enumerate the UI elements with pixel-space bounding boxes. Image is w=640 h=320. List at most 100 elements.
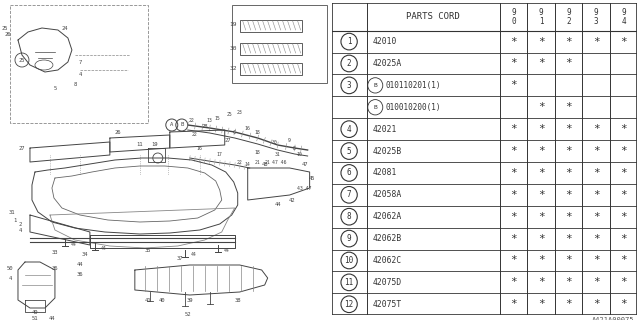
Text: 42075D: 42075D [372, 278, 401, 287]
Text: *: * [538, 59, 545, 68]
Text: *: * [510, 212, 517, 222]
Text: 44: 44 [224, 247, 230, 252]
Text: 21: 21 [255, 159, 260, 164]
Text: *: * [510, 190, 517, 200]
Text: 42062C: 42062C [372, 256, 401, 265]
Text: *: * [620, 190, 627, 200]
Text: *: * [620, 299, 627, 309]
Text: *: * [620, 124, 627, 134]
Text: *: * [620, 234, 627, 244]
Text: 41: 41 [145, 298, 151, 302]
Text: 36: 36 [77, 273, 83, 277]
Text: 23: 23 [237, 110, 243, 116]
Text: 9
1: 9 1 [539, 8, 543, 26]
Text: 52: 52 [184, 313, 191, 317]
Text: *: * [565, 146, 572, 156]
Text: *: * [538, 255, 545, 266]
Text: 39: 39 [186, 298, 193, 302]
Text: 35: 35 [145, 247, 151, 252]
Text: *: * [593, 190, 600, 200]
Text: A421A00075: A421A00075 [592, 317, 634, 320]
Text: *: * [620, 212, 627, 222]
Text: 42081: 42081 [372, 168, 397, 177]
Text: *: * [510, 234, 517, 244]
Text: *: * [510, 80, 517, 90]
Text: *: * [565, 190, 572, 200]
Text: 8: 8 [74, 83, 77, 87]
Bar [10, 5, 148, 123]
Text: *: * [593, 124, 600, 134]
Text: *: * [538, 190, 545, 200]
Text: *: * [565, 277, 572, 287]
Text: 2: 2 [19, 222, 22, 228]
Text: *: * [593, 168, 600, 178]
Text: 37: 37 [177, 255, 183, 260]
Text: *: * [510, 36, 517, 47]
Bar [240, 63, 301, 75]
Text: 42062A: 42062A [372, 212, 401, 221]
Text: 26: 26 [115, 131, 121, 135]
Text: 51: 51 [32, 316, 38, 320]
Text: 42075T: 42075T [372, 300, 401, 309]
Text: *: * [593, 299, 600, 309]
Text: 40: 40 [159, 298, 165, 302]
Text: 30: 30 [229, 45, 237, 51]
Text: 1: 1 [347, 37, 351, 46]
Text: 42021: 42021 [372, 125, 397, 134]
Text: 42025B: 42025B [372, 147, 401, 156]
Text: A: A [170, 123, 173, 127]
Text: 9
4: 9 4 [621, 8, 626, 26]
Text: 38: 38 [234, 298, 241, 302]
Text: 31: 31 [275, 153, 280, 157]
Text: 30: 30 [272, 140, 278, 146]
Text: 4: 4 [347, 125, 351, 134]
Bar [240, 20, 301, 32]
Text: 10: 10 [297, 153, 303, 157]
Text: 4: 4 [19, 228, 22, 233]
Text: *: * [510, 146, 517, 156]
Text: 43 47: 43 47 [298, 186, 312, 190]
Text: 010010200(1): 010010200(1) [386, 103, 441, 112]
Text: 28: 28 [202, 124, 208, 130]
Text: 15: 15 [215, 116, 221, 121]
Text: *: * [510, 277, 517, 287]
Text: 27: 27 [19, 146, 25, 150]
Text: 24: 24 [61, 26, 68, 30]
Text: 8: 8 [347, 212, 351, 221]
Text: 19: 19 [229, 22, 237, 28]
Text: *: * [510, 168, 517, 178]
Text: 26: 26 [4, 33, 12, 37]
Text: 50: 50 [7, 266, 13, 270]
Text: 44: 44 [71, 242, 77, 246]
Text: 13: 13 [207, 117, 212, 123]
Text: 4: 4 [78, 73, 81, 77]
Text: 10: 10 [344, 256, 354, 265]
Text: 36: 36 [52, 266, 58, 270]
Text: 8: 8 [293, 146, 296, 150]
Text: 16: 16 [245, 125, 251, 131]
Text: 22: 22 [192, 132, 198, 138]
Text: *: * [510, 255, 517, 266]
Text: *: * [538, 234, 545, 244]
Text: 14: 14 [245, 163, 251, 167]
Text: 18: 18 [255, 150, 260, 156]
Text: *: * [565, 255, 572, 266]
Text: *: * [620, 277, 627, 287]
Text: 7: 7 [78, 60, 81, 65]
Text: 010110201(1): 010110201(1) [386, 81, 441, 90]
Text: 42062B: 42062B [372, 234, 401, 243]
Text: 9
2: 9 2 [566, 8, 571, 26]
Text: *: * [593, 277, 600, 287]
Text: 34: 34 [82, 252, 88, 258]
Text: 6: 6 [347, 168, 351, 177]
Text: *: * [565, 102, 572, 112]
Text: *: * [510, 124, 517, 134]
Text: 18: 18 [255, 131, 260, 135]
Text: 19: 19 [152, 142, 158, 148]
Text: 44: 44 [77, 262, 83, 268]
Text: *: * [510, 59, 517, 68]
Text: *: * [538, 299, 545, 309]
Text: 9
3: 9 3 [594, 8, 598, 26]
Text: 22: 22 [189, 117, 195, 123]
Text: *: * [593, 146, 600, 156]
